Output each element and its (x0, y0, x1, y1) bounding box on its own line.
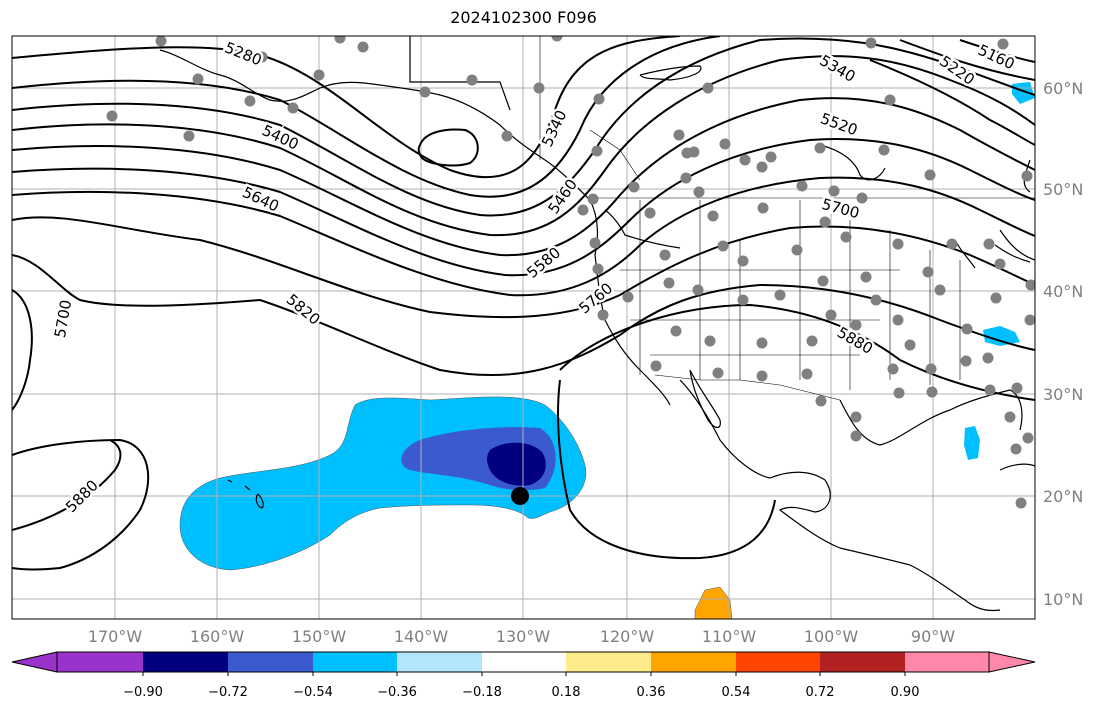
lon-label: 170°W (88, 627, 143, 646)
colorbar-segment (651, 652, 736, 672)
map-title: 2024102300 F096 (450, 8, 597, 27)
map-frame (11, 35, 1036, 620)
lon-label: 130°W (496, 627, 551, 646)
station-markers (106, 36, 1035, 509)
colorbar-segment (143, 652, 228, 672)
lon-label: 150°W (292, 627, 347, 646)
height-contours (12, 36, 1035, 571)
colorbar-tick-label: 0.90 (891, 685, 920, 700)
colorbar-tick-label: 0.18 (552, 685, 581, 700)
lon-label: 90°W (911, 627, 955, 646)
colorbar-segment (57, 652, 143, 672)
lon-label: 160°W (190, 627, 245, 646)
lon-label: 100°W (804, 627, 859, 646)
colorbar-tick-label: 0.72 (806, 685, 835, 700)
latitude-axis: 60°N 50°N 40°N 30°N 20°N 10°N (1043, 79, 1083, 609)
lon-label: 140°W (394, 627, 449, 646)
storm-center-marker (511, 487, 529, 505)
colorbar-segment (905, 652, 989, 672)
colorbar-tick-label: 0.54 (722, 685, 751, 700)
lat-label: 10°N (1043, 590, 1083, 609)
colorbar-segment (313, 652, 397, 672)
longitude-axis: 170°W 160°W 150°W 140°W 130°W 120°W 110°… (88, 627, 955, 646)
colorbar-tick-label: −0.54 (293, 685, 333, 700)
lat-label: 60°N (1043, 79, 1083, 98)
lon-label: 120°W (600, 627, 655, 646)
lat-label: 20°N (1043, 487, 1083, 506)
lon-label: 110°W (702, 627, 757, 646)
lat-label: 50°N (1043, 180, 1083, 199)
colorbar-tick-label: −0.36 (377, 685, 417, 700)
colorbar-segment (736, 652, 820, 672)
lat-label: 40°N (1043, 282, 1083, 301)
colorbar-segment (482, 652, 566, 672)
colorbar-extend-high (988, 651, 1036, 673)
colorbar-tick-label: −0.18 (462, 685, 502, 700)
colorbar-segment (397, 652, 482, 672)
colorbar-segment (820, 652, 905, 672)
colorbar-tick-label: −0.90 (123, 685, 163, 700)
gridlines (12, 36, 1035, 619)
colorbar-tick-label: −0.72 (208, 685, 248, 700)
colorbar: −0.90 −0.72 −0.54 −0.36 −0.18 0.18 0.36 … (11, 651, 1036, 700)
colorbar-segment (566, 652, 651, 672)
colorbar-tick-label: 0.36 (637, 685, 666, 700)
colorbar-segment (228, 652, 313, 672)
colorbar-extend-low (11, 651, 58, 673)
lat-label: 30°N (1043, 385, 1083, 404)
